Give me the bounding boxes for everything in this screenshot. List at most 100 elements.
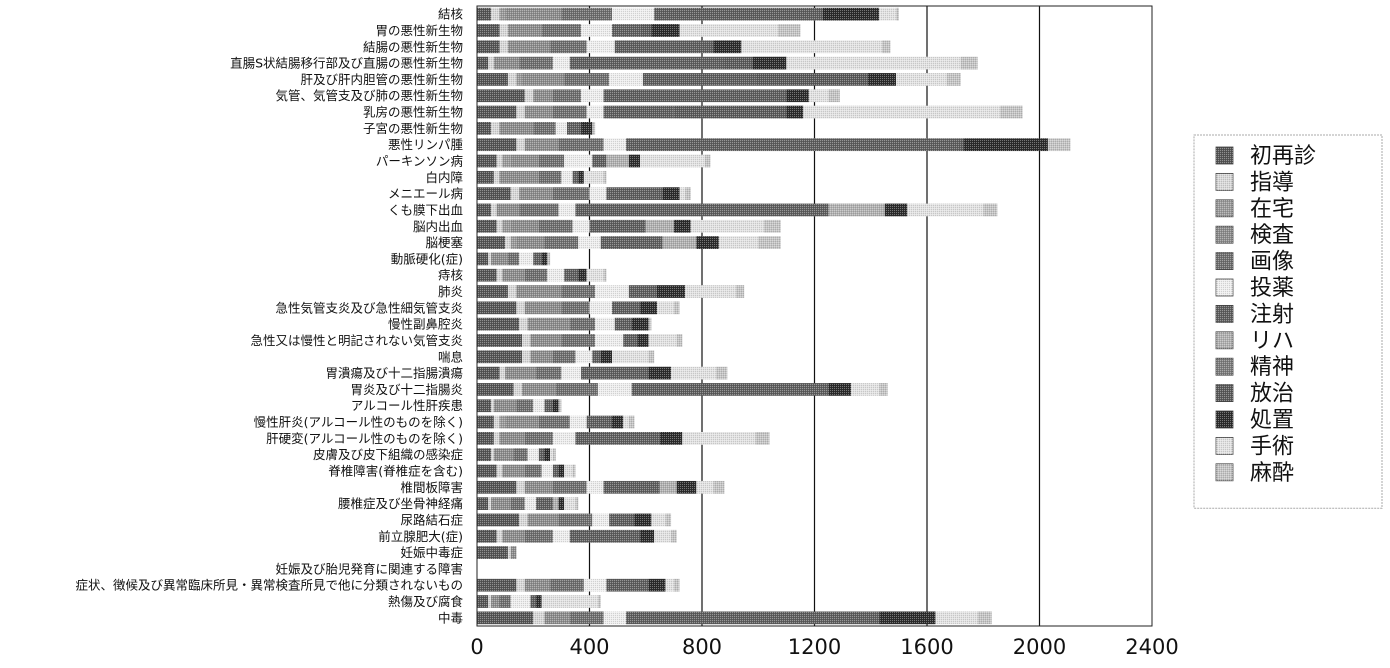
bar-texture — [505, 7, 562, 21]
bar-texture — [507, 24, 542, 37]
bar-texture — [581, 366, 649, 380]
category-label: 急性又は慢性と明記されない気管支炎 — [250, 333, 463, 348]
bar-texture — [519, 187, 553, 200]
category-label: 気管、気管支及び肺の悪性新生物 — [275, 88, 463, 103]
bar-texture — [631, 317, 649, 331]
bar-texture — [477, 432, 494, 445]
x-tick-labels: 0 400 800 1200 1600 2000 2400 — [470, 635, 1178, 659]
bar-texture — [595, 317, 615, 331]
bar-texture — [550, 40, 587, 54]
category-label: 悪性リンパ腫 — [388, 137, 464, 152]
bar-texture — [477, 56, 489, 70]
bar-texture — [828, 89, 840, 103]
bar-texture — [544, 448, 551, 462]
bar-texture — [879, 611, 936, 625]
bar-texture — [741, 40, 882, 54]
bar-texture — [491, 122, 500, 135]
bar-texture — [640, 301, 657, 315]
bar-texture — [477, 611, 534, 625]
bar-texture — [564, 268, 579, 282]
category-label: 尿路結石症 — [400, 512, 463, 527]
bar-texture — [502, 268, 525, 282]
legend-swatch-texture — [1216, 411, 1233, 428]
bar-texture — [552, 89, 582, 103]
bar-texture — [502, 154, 511, 168]
bar-texture — [477, 595, 489, 608]
category-label: 中毒 — [438, 610, 463, 625]
bar-texture — [648, 334, 677, 347]
legend-swatch-texture — [1216, 437, 1233, 455]
bar-texture — [581, 24, 612, 37]
bar-texture — [558, 203, 576, 217]
bar-texture — [513, 448, 528, 462]
bar-texture — [822, 7, 880, 21]
bar-texture — [502, 464, 525, 478]
bar-texture — [555, 122, 567, 135]
category-label: 慢性肝炎(アルコール性のものを除く) — [254, 415, 463, 430]
bar-texture — [828, 203, 885, 217]
bar-texture — [477, 252, 489, 266]
bar-texture — [510, 546, 517, 559]
bar-texture — [808, 89, 829, 103]
bar-texture — [499, 122, 534, 135]
bar-texture — [510, 236, 517, 249]
category-label: 子宮の悪性新生物 — [363, 121, 463, 136]
bar-texture — [1047, 138, 1071, 152]
bar-texture — [735, 285, 745, 298]
bar-texture — [536, 366, 562, 380]
bar-texture — [493, 415, 500, 429]
x-tick-label: 2400 — [1125, 635, 1178, 659]
bar-texture — [524, 268, 548, 282]
bar-texture — [533, 399, 545, 413]
bar-texture — [671, 366, 717, 380]
category-label: 前立腺肥大(症) — [378, 529, 463, 544]
bar-texture — [477, 464, 497, 478]
bar-texture — [524, 105, 553, 119]
bar-texture — [662, 187, 680, 200]
bar-texture — [659, 480, 677, 494]
bar-texture — [603, 611, 627, 625]
bar-texture — [513, 383, 522, 396]
bar-texture — [586, 480, 604, 494]
bar-texture — [651, 513, 666, 527]
bar-texture — [552, 56, 570, 70]
bar-texture — [612, 301, 641, 315]
bar-texture — [575, 497, 579, 510]
bar-texture — [524, 578, 551, 592]
bar-texture — [575, 432, 660, 445]
bar-texture — [561, 7, 612, 21]
bar-texture — [586, 105, 604, 119]
bar-texture — [522, 73, 565, 86]
bar-texture — [524, 89, 534, 103]
bar-texture — [507, 546, 511, 559]
bar-texture — [496, 203, 520, 217]
category-label: 胃潰瘍及び十二指腸潰瘍 — [325, 366, 463, 381]
bar-texture — [558, 399, 562, 413]
bar-texture — [519, 317, 528, 331]
bar-texture — [550, 578, 584, 592]
bar-texture — [522, 350, 531, 364]
bars — [477, 7, 1071, 625]
bar-texture — [592, 122, 596, 135]
bar-texture — [477, 399, 492, 413]
bar-texture — [614, 40, 714, 54]
bar-texture — [488, 497, 492, 510]
category-label: 乳房の悪性新生物 — [363, 105, 463, 120]
bar-texture — [572, 464, 576, 478]
bar-texture — [533, 611, 545, 625]
bar-texture — [477, 546, 508, 559]
x-tick-label: 1600 — [900, 635, 953, 659]
category-label: 胃炎及び十二指腸炎 — [350, 382, 463, 397]
bar-texture — [671, 529, 677, 543]
bar-texture — [676, 334, 683, 347]
bar-texture — [558, 513, 593, 527]
bar-texture — [679, 187, 686, 200]
bar-texture — [673, 301, 680, 315]
bar-texture — [628, 154, 641, 168]
bar-texture — [541, 595, 598, 608]
bar-texture — [491, 448, 494, 462]
bar-texture — [505, 366, 537, 380]
bar-texture — [786, 89, 809, 103]
bar-texture — [524, 301, 562, 315]
